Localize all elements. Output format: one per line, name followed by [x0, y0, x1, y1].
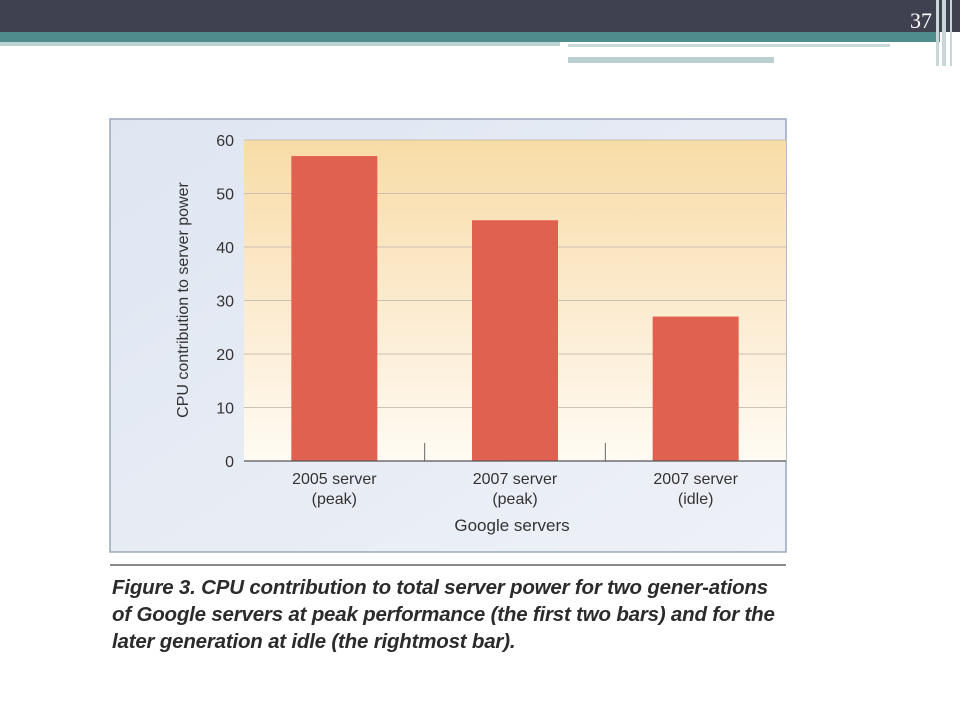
x-tick-label: (peak)	[312, 491, 357, 508]
top-bar	[0, 0, 960, 32]
bar	[291, 156, 378, 462]
x-tick-label: 2007 server	[473, 471, 558, 488]
header-band	[0, 32, 940, 42]
y-tick-label: 50	[216, 187, 234, 204]
x-tick-label: 2005 server	[292, 471, 377, 488]
header-band-light	[0, 42, 560, 46]
y-axis-label: CPU contribution to server power	[175, 182, 192, 418]
header-rule	[568, 44, 890, 47]
y-tick-label: 40	[216, 240, 234, 257]
header-divider	[942, 0, 946, 66]
header-rule	[568, 57, 774, 63]
y-tick-label: 20	[216, 347, 234, 364]
page-number: 37	[910, 8, 932, 33]
x-tick-label: (idle)	[678, 491, 714, 508]
y-tick-label: 60	[216, 133, 234, 150]
bar	[652, 316, 739, 461]
bar	[472, 220, 558, 461]
header-divider	[936, 0, 939, 66]
y-tick-label: 0	[225, 454, 234, 471]
y-tick-label: 30	[216, 294, 234, 311]
figure-caption: Figure 3. CPU contribution to total serv…	[112, 574, 792, 655]
caption-label: Figure 3.	[112, 576, 196, 599]
x-tick-label: (peak)	[492, 491, 537, 508]
x-tick-label: 2007 server	[653, 471, 738, 488]
header-divider	[950, 0, 952, 66]
y-tick-label: 10	[216, 401, 234, 418]
x-axis-label: Google servers	[454, 516, 569, 535]
caption-text: CPU contribution to total server power f…	[112, 576, 775, 653]
